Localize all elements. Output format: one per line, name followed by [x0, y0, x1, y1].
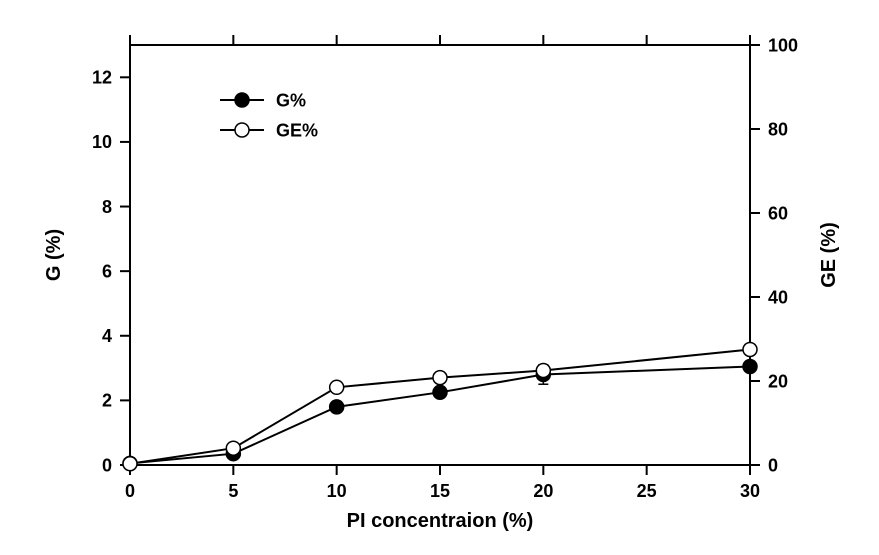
- y-right-tick-label: 40: [768, 287, 788, 307]
- y-right-tick-label: 100: [768, 35, 798, 55]
- y-left-tick-label: 4: [102, 326, 112, 346]
- legend: G% GE%: [220, 90, 318, 140]
- y-left-tick-label: 12: [92, 68, 112, 88]
- x-tick-label: 20: [533, 481, 553, 501]
- y-left-tick-label: 6: [102, 261, 112, 281]
- series-marker: [226, 441, 240, 455]
- series-marker: [743, 343, 757, 357]
- legend-label: G%: [276, 90, 306, 110]
- y-right-tick-label: 80: [768, 119, 788, 139]
- series-marker: [123, 457, 137, 471]
- series-marker: [743, 359, 757, 373]
- y-right-tick-label: 60: [768, 203, 788, 223]
- series-marker: [330, 400, 344, 414]
- y-left-tick-label: 10: [92, 132, 112, 152]
- y-right-axis-label: GE (%): [818, 222, 840, 288]
- y-left-tick-label: 8: [102, 197, 112, 217]
- legend-label: GE%: [276, 120, 318, 140]
- legend-marker-icon: [235, 123, 249, 137]
- series-marker: [433, 385, 447, 399]
- x-tick-label: 10: [327, 481, 347, 501]
- legend-marker-icon: [235, 93, 249, 107]
- y-left-tick-label: 0: [102, 455, 112, 475]
- series-line: [130, 350, 750, 464]
- x-tick-label: 25: [637, 481, 657, 501]
- y-right-tick-label: 20: [768, 371, 788, 391]
- chart-container: 0 5 10 15 20 25 30 PI concentraion (%) 0 2 4 6 8 10 12…: [0, 0, 879, 555]
- x-tick-label: 0: [125, 481, 135, 501]
- series-marker: [433, 371, 447, 385]
- x-tick-label: 15: [430, 481, 450, 501]
- dual-axis-line-chart: 0 5 10 15 20 25 30 PI concentraion (%) 0 2 4 6 8 10 12…: [0, 0, 879, 555]
- series-marker: [536, 364, 550, 378]
- y-right-tick-label: 0: [768, 455, 778, 475]
- y-left-axis-label: G (%): [43, 229, 65, 281]
- y-left-tick-label: 2: [102, 391, 112, 411]
- x-tick-label: 5: [228, 481, 238, 501]
- series-marker: [330, 380, 344, 394]
- x-axis-label: PI concentraion (%): [347, 510, 534, 532]
- x-tick-label: 30: [740, 481, 760, 501]
